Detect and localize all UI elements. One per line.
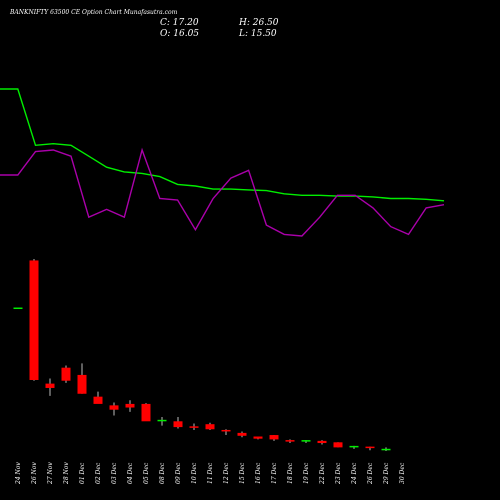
- x-axis-labels: 24 Nov 26 Nov 27 Nov 28 Nov 01 Dec 02 Dec 03 D…: [15, 462, 406, 485]
- x-tick-label: 01 Dec: [79, 462, 86, 484]
- candle: [317, 440, 327, 445]
- candle: [221, 429, 231, 436]
- x-tick-label: 18 Dec: [287, 462, 294, 484]
- x-tick-label: 12 Dec: [223, 462, 230, 484]
- candle-body-down: [141, 403, 151, 422]
- candle: [189, 423, 199, 430]
- candle-body-down: [221, 429, 231, 432]
- candle-body-down: [173, 421, 183, 428]
- candle-body-down: [109, 405, 119, 410]
- candle-body-down: [93, 396, 103, 404]
- chart-title: BANKNIFTY 63500 CE Option Chart Munafasu…: [9, 9, 178, 16]
- x-tick-label: 17 Dec: [271, 462, 278, 484]
- candle: [45, 378, 55, 396]
- candle: [301, 440, 311, 444]
- candle: [13, 307, 23, 310]
- candlestick-panel: [13, 259, 391, 451]
- x-tick-label: 26 Dec: [367, 462, 374, 485]
- candle-body-down: [253, 436, 263, 439]
- candle-body-down: [333, 442, 343, 448]
- x-tick-label: 24 Nov: [15, 462, 22, 485]
- candle-body-down: [285, 440, 295, 442]
- candle-body-down: [269, 435, 279, 440]
- x-tick-label: 08 Dec: [159, 462, 166, 484]
- candle: [365, 446, 375, 451]
- indicator-panel: [0, 88, 445, 237]
- x-tick-label: 03 Dec: [111, 462, 118, 484]
- candle-body-down: [45, 383, 55, 388]
- x-tick-label: 24 Dec: [351, 462, 358, 485]
- candle: [29, 259, 39, 381]
- candle: [125, 400, 135, 412]
- candle: [109, 402, 119, 416]
- x-tick-label: 27 Nov: [47, 462, 54, 485]
- candle: [157, 416, 167, 426]
- x-tick-label: 23 Dec: [335, 462, 342, 485]
- close-value: C: 17.20: [160, 18, 199, 28]
- candle-body-down: [189, 426, 199, 428]
- candle-body-down: [317, 440, 327, 444]
- low-value: L: 15.50: [238, 29, 277, 39]
- candle-body-down: [77, 374, 87, 394]
- x-tick-label: 26 Nov: [31, 462, 38, 485]
- x-tick-label: 11 Dec: [207, 462, 214, 484]
- x-tick-label: 10 Dec: [191, 462, 198, 484]
- candle: [381, 447, 391, 451]
- candle: [61, 365, 71, 383]
- candle-body-up: [301, 440, 311, 442]
- candle-body-down: [61, 367, 71, 381]
- x-tick-label: 02 Dec: [95, 462, 102, 484]
- candle-body-down: [205, 424, 215, 430]
- open-value: O: 16.05: [160, 29, 199, 39]
- x-tick-label: 28 Nov: [63, 462, 70, 485]
- candle-body-up: [157, 419, 167, 422]
- x-tick-label: 15 Dec: [239, 462, 246, 484]
- x-tick-label: 22 Dec: [319, 462, 326, 485]
- candle: [141, 403, 151, 422]
- x-tick-label: 29 Dec: [383, 462, 390, 485]
- candle: [173, 416, 183, 429]
- high-value: H: 26.50: [238, 18, 279, 28]
- candle-body-up: [13, 307, 23, 310]
- x-tick-label: 30 Dec: [399, 462, 406, 484]
- x-tick-label: 04 Dec: [127, 462, 134, 484]
- candle-body-up: [349, 445, 359, 448]
- candle-body-down: [125, 403, 135, 408]
- candle: [77, 363, 87, 394]
- candle: [93, 391, 103, 404]
- candle: [333, 442, 343, 448]
- candle-body-up: [381, 448, 391, 451]
- x-tick-label: 09 Dec: [175, 462, 182, 484]
- x-tick-label: 19 Dec: [303, 462, 310, 484]
- candle: [285, 439, 295, 444]
- candle: [205, 422, 215, 430]
- x-tick-label: 16 Dec: [255, 462, 262, 484]
- candle: [349, 445, 359, 449]
- candle-body-down: [29, 260, 39, 380]
- indicator-line-2: [0, 147, 445, 237]
- candle: [237, 431, 247, 438]
- candle-body-down: [365, 446, 375, 449]
- candle: [269, 435, 279, 441]
- candle: [253, 436, 263, 440]
- x-tick-label: 05 Dec: [143, 462, 150, 484]
- candle-body-down: [237, 432, 247, 436]
